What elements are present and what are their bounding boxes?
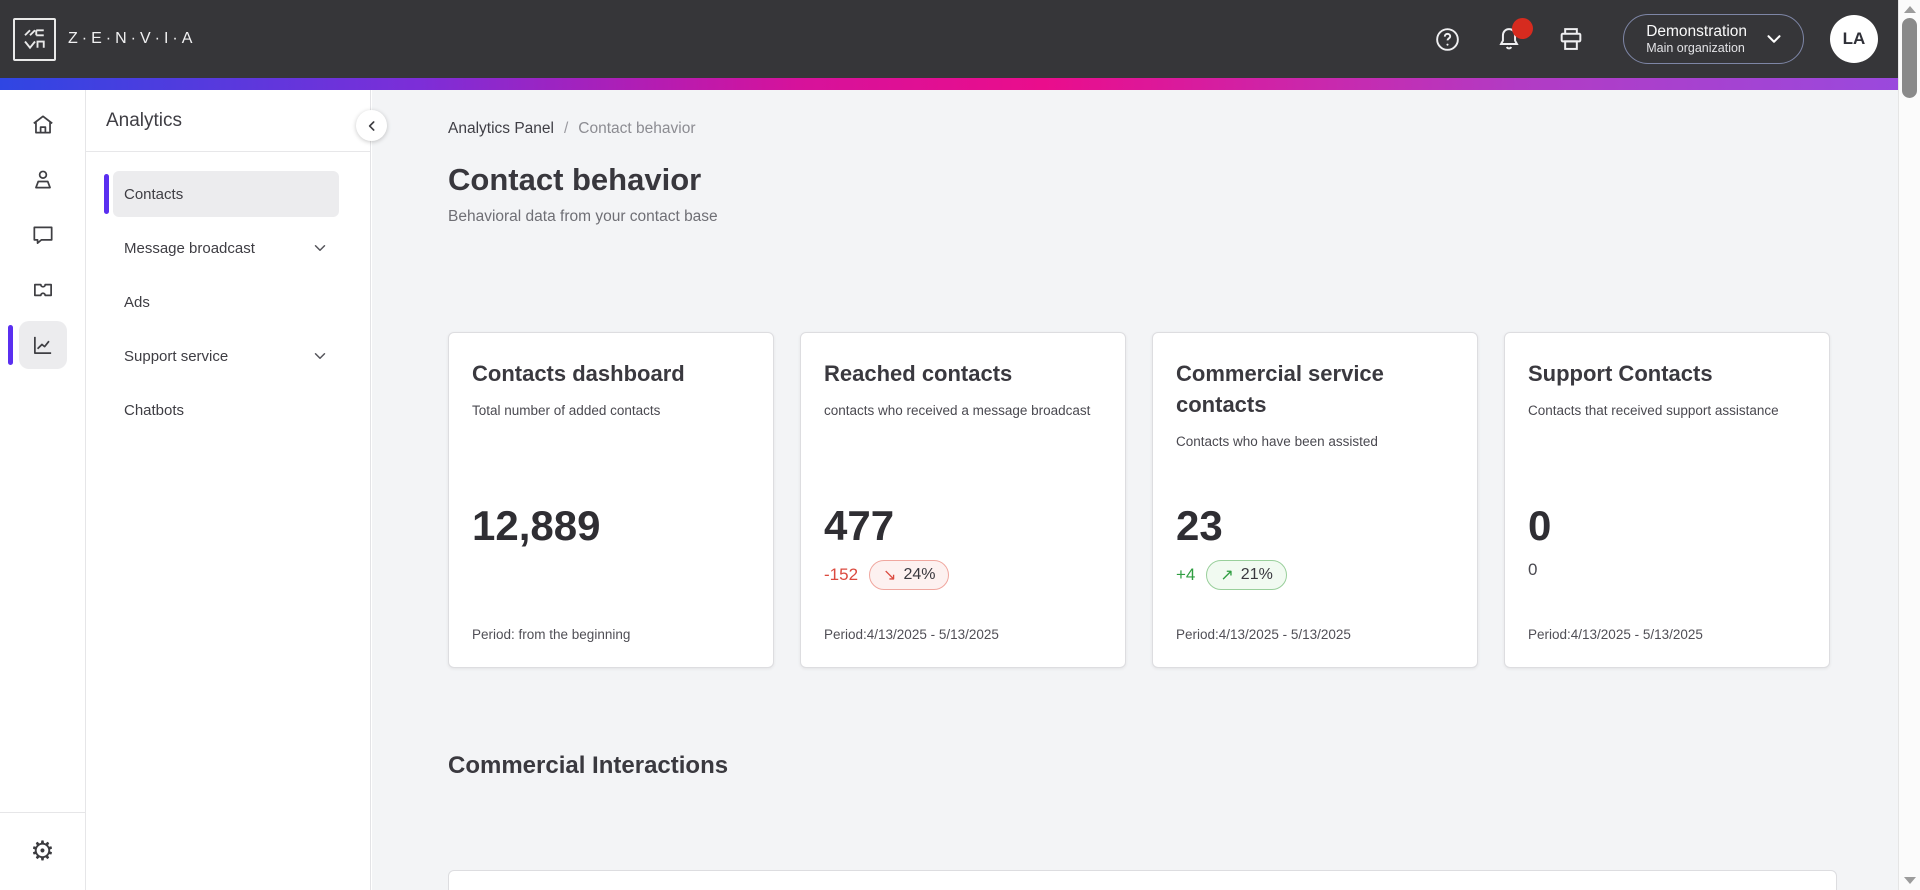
card-period: Period:4/13/2025 - 5/13/2025: [1176, 627, 1351, 642]
card-reached-contacts: Reached contacts contacts who received a…: [800, 332, 1126, 668]
trend-down-icon: ↘: [883, 567, 897, 584]
top-bar: Z·E·N·V·I·A: [0, 0, 1898, 78]
sidebar-item-contacts[interactable]: Contacts: [104, 171, 339, 217]
sidebar-item-label: Chatbots: [124, 401, 185, 419]
breadcrumb-current: Contact behavior: [578, 120, 696, 137]
sidebar-item-support-service[interactable]: Support service: [113, 333, 339, 379]
sidebar-collapse-button[interactable]: [356, 110, 387, 141]
sidebar-item-label: Ads: [124, 293, 150, 311]
help-button[interactable]: [1427, 19, 1467, 59]
chat-bubble-icon: [30, 222, 56, 248]
home-icon: [30, 112, 56, 138]
chart-icon: [30, 332, 56, 358]
sidebar-item-chatbots[interactable]: Chatbots: [113, 387, 339, 433]
zenvia-logo-icon: [13, 17, 56, 61]
section-title-commercial-interactions: Commercial Interactions: [448, 752, 729, 779]
card-period: Period: from the beginning: [472, 627, 631, 642]
chevron-down-icon: [311, 347, 329, 365]
printer-icon: [1557, 25, 1585, 53]
user-avatar[interactable]: LA: [1830, 15, 1878, 63]
card-description: contacts who received a message broadcas…: [824, 403, 1091, 419]
rail-item-analytics[interactable]: [7, 321, 67, 369]
rail-item-home[interactable]: [19, 101, 67, 149]
brand: Z·E·N·V·I·A: [13, 17, 197, 61]
scrollbar-down-arrow[interactable]: [1904, 877, 1916, 884]
ticket-icon: [30, 277, 56, 303]
chevron-down-icon: [311, 239, 329, 257]
brand-text: Z·E·N·V·I·A: [68, 30, 197, 47]
stat-cards-row: Contacts dashboard Total number of added…: [448, 332, 1898, 668]
rail-item-conversations[interactable]: [19, 211, 67, 259]
card-value: 12,889: [472, 502, 601, 549]
chevron-left-icon: [364, 118, 380, 134]
card-value: 0: [1528, 502, 1552, 549]
person-icon: [30, 167, 56, 193]
help-icon: [1434, 26, 1461, 53]
card-value: 477: [824, 502, 895, 549]
commercial-interactions-card: [448, 870, 1837, 890]
card-title: Contacts dashboard: [472, 361, 685, 386]
sidebar-item-label: Contacts: [124, 185, 184, 203]
active-indicator: [104, 174, 109, 214]
organization-subtitle: Main organization: [1646, 40, 1745, 55]
card-period: Period:4/13/2025 - 5/13/2025: [1528, 627, 1703, 642]
vertical-scrollbar: [1898, 0, 1920, 890]
card-period: Period:4/13/2025 - 5/13/2025: [824, 627, 999, 642]
card-support-contacts: Support Contacts Contacts that received …: [1504, 332, 1830, 668]
notifications-button[interactable]: [1489, 18, 1534, 59]
card-title: Commercial service contacts: [1176, 361, 1384, 418]
chevron-down-icon: [1763, 28, 1785, 50]
notification-dot: [1512, 18, 1534, 39]
breadcrumb: Analytics Panel / Contact behavior: [448, 120, 1898, 138]
card-title: Reached contacts: [824, 361, 1013, 386]
trend-badge: ↘ 24%: [869, 560, 950, 590]
breadcrumb-analytics-panel[interactable]: Analytics Panel: [448, 120, 554, 137]
breadcrumb-separator: /: [563, 120, 569, 137]
sidebar-title: Analytics: [106, 109, 183, 131]
sidebar-item-label: Message broadcast: [124, 239, 255, 257]
active-indicator: [7, 325, 13, 365]
icon-rail: ⚙: [0, 90, 86, 890]
sidebar-item-label: Support service: [124, 347, 229, 365]
page-title: Contact behavior: [448, 162, 702, 197]
trend-up-icon: ↗: [1220, 567, 1234, 584]
rail-item-campaigns[interactable]: [19, 266, 67, 314]
sidebar-menu: Contacts Message broadcast Ads Support s…: [86, 152, 370, 433]
trend-badge: ↗ 21%: [1206, 560, 1287, 590]
organization-name: Demonstration: [1646, 22, 1747, 40]
card-commercial-service-contacts: Commercial service contacts Contacts who…: [1152, 332, 1478, 668]
settings-gear-icon[interactable]: ⚙: [30, 836, 55, 866]
card-delta: 0: [1528, 560, 1538, 579]
rail-item-contacts[interactable]: [19, 156, 67, 204]
print-button[interactable]: [1551, 19, 1591, 59]
organization-switcher[interactable]: Demonstration Main organization: [1623, 14, 1804, 64]
scrollbar-thumb[interactable]: [1902, 18, 1917, 98]
analytics-sidebar: Analytics Contacts Message broadcast Ads…: [86, 90, 371, 890]
top-actions: Demonstration Main organization LA: [1427, 14, 1878, 64]
card-value: 23: [1176, 502, 1223, 549]
trend-percent: 24%: [903, 566, 936, 583]
card-delta: -152: [824, 565, 859, 584]
scrollbar-up-arrow[interactable]: [1904, 6, 1916, 13]
card-description: Contacts that received support assistanc…: [1528, 403, 1779, 419]
main-content: Analytics Panel / Contact behavior Conta…: [372, 90, 1898, 890]
card-delta: +4: [1176, 565, 1196, 584]
trend-percent: 21%: [1240, 566, 1273, 583]
page-subtitle: Behavioral data from your contact base: [448, 208, 718, 225]
card-contacts-dashboard: Contacts dashboard Total number of added…: [448, 332, 774, 668]
card-title: Support Contacts: [1528, 361, 1713, 386]
card-description: Contacts who have been assisted: [1176, 434, 1378, 450]
card-description: Total number of added contacts: [472, 403, 661, 419]
accent-gradient-bar: [0, 78, 1898, 90]
sidebar-item-message-broadcast[interactable]: Message broadcast: [113, 225, 339, 271]
sidebar-item-ads[interactable]: Ads: [113, 279, 339, 325]
